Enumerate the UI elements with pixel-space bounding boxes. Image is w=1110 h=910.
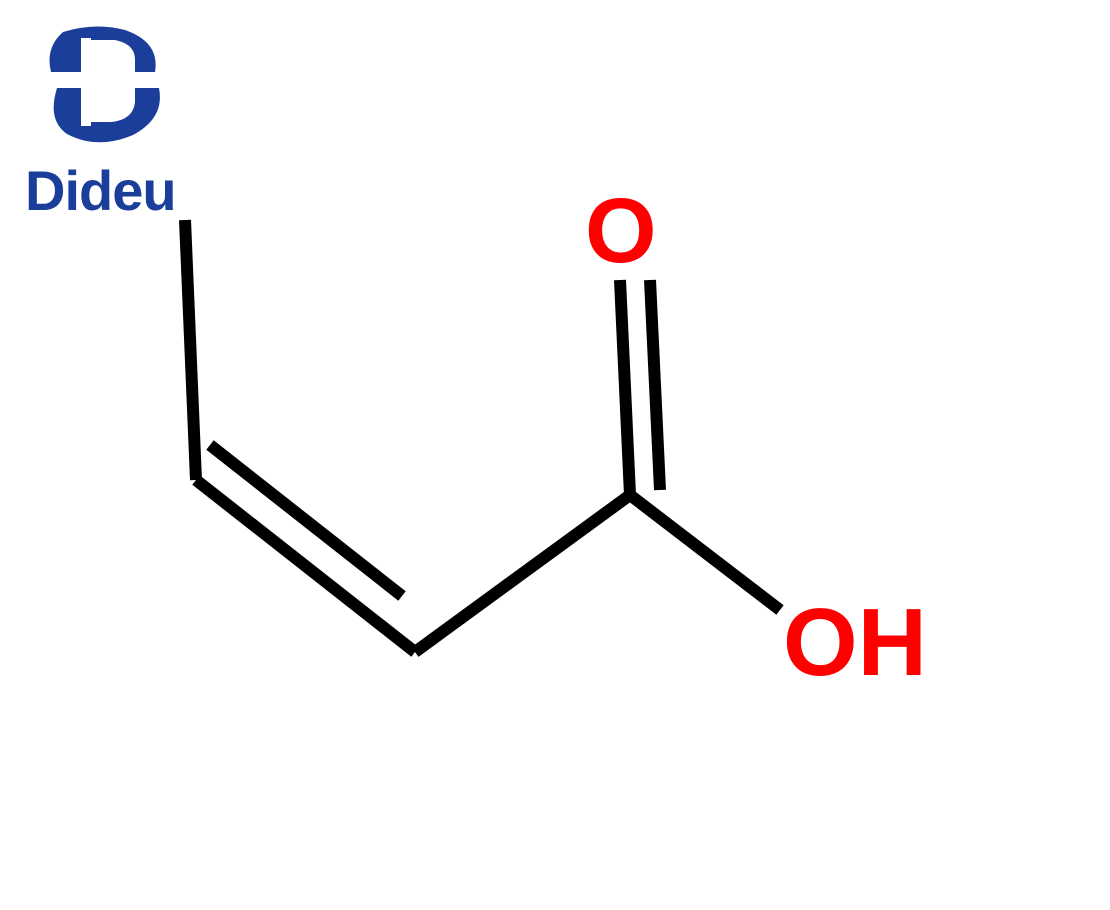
bonds-svg — [0, 0, 1110, 910]
atom-oxygen-top: O — [585, 185, 657, 277]
molecule-diagram: O OH — [0, 0, 1110, 910]
atom-hydroxyl: OH — [783, 595, 927, 691]
